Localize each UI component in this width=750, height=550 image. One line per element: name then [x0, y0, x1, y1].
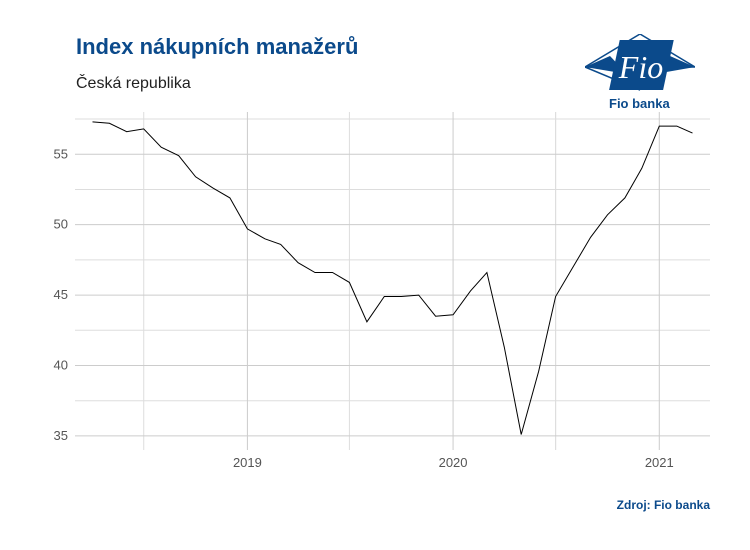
data-points: [92, 122, 692, 435]
grid-major: [75, 112, 710, 450]
y-tick-label: 35: [54, 428, 68, 443]
x-axis-labels: 2019 2020 2021: [233, 455, 674, 470]
x-tick-label: 2020: [439, 455, 468, 470]
x-tick-label: 2019: [233, 455, 262, 470]
logo-mark-text: Fio: [618, 49, 663, 85]
logo-text: Fio banka: [609, 96, 670, 111]
y-tick-label: 55: [54, 146, 68, 161]
x-tick-label: 2021: [645, 455, 674, 470]
series-line: [92, 121, 693, 435]
y-tick-label: 40: [54, 358, 68, 373]
y-tick-label: 50: [54, 217, 68, 232]
page-title: Index nákupních manažerů: [76, 34, 359, 59]
fio-logo-icon: Fio: [585, 34, 695, 91]
source-note: Zdroj: Fio banka: [616, 498, 710, 512]
y-axis-labels: 35 40 45 50 55: [54, 146, 68, 443]
page-subtitle: Česká republika: [76, 75, 191, 92]
grid-minor: [75, 112, 710, 450]
y-tick-label: 45: [54, 287, 68, 302]
